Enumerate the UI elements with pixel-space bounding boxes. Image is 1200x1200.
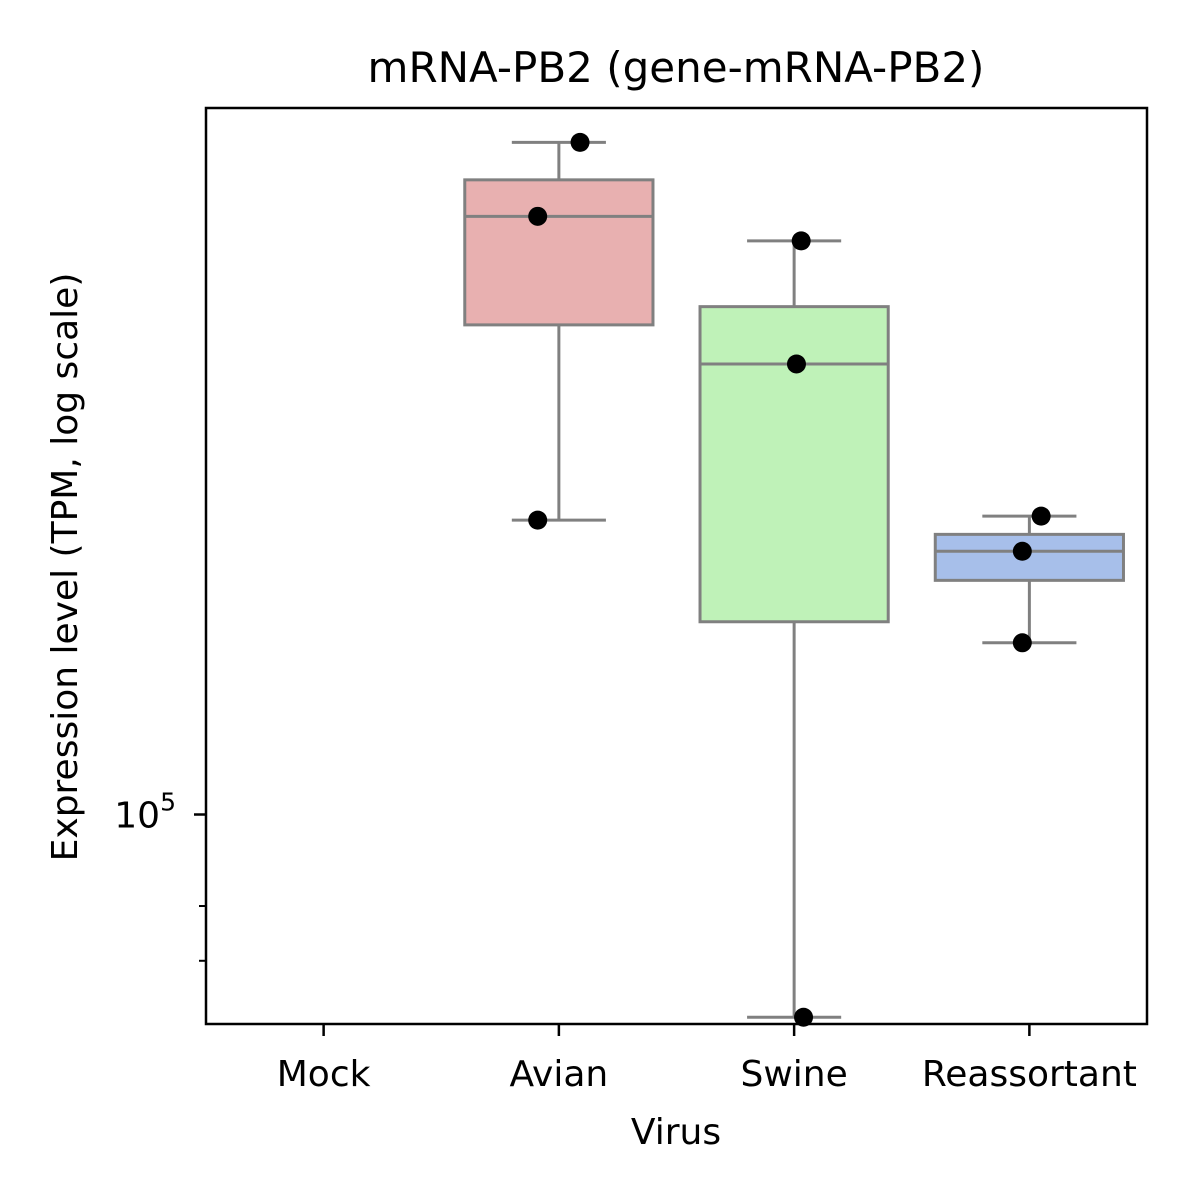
- data-point-swine-4: [786, 354, 806, 374]
- data-point-swine-3: [791, 231, 811, 251]
- plot-area: Mock Avian Swine Reassortant 105: [114, 106, 1149, 1095]
- box-avian: [463, 178, 655, 327]
- data-point-avian-1: [528, 206, 548, 226]
- box-swine: [698, 305, 890, 624]
- x-tick-label-reassortant: Reassortant: [922, 1054, 1137, 1095]
- data-point-avian-2: [528, 510, 548, 530]
- x-axis-label: Virus: [631, 1112, 721, 1153]
- data-point-reassortant-6: [1031, 506, 1051, 526]
- data-point-avian-0: [570, 132, 590, 152]
- data-point-reassortant-8: [1012, 633, 1032, 653]
- data-point-reassortant-7: [1012, 541, 1032, 561]
- y-axis-label: Expression level (TPM, log scale): [45, 273, 86, 862]
- y-tick-label-0: 105: [114, 788, 176, 837]
- x-tick-label-mock: Mock: [277, 1054, 371, 1095]
- plot-frame: [204, 106, 1149, 1026]
- x-tick-label-swine: Swine: [740, 1054, 847, 1095]
- x-tick-label-avian: Avian: [510, 1054, 609, 1095]
- chart-title: mRNA-PB2 (gene-mRNA-PB2): [368, 43, 985, 92]
- data-point-swine-5: [794, 1007, 814, 1027]
